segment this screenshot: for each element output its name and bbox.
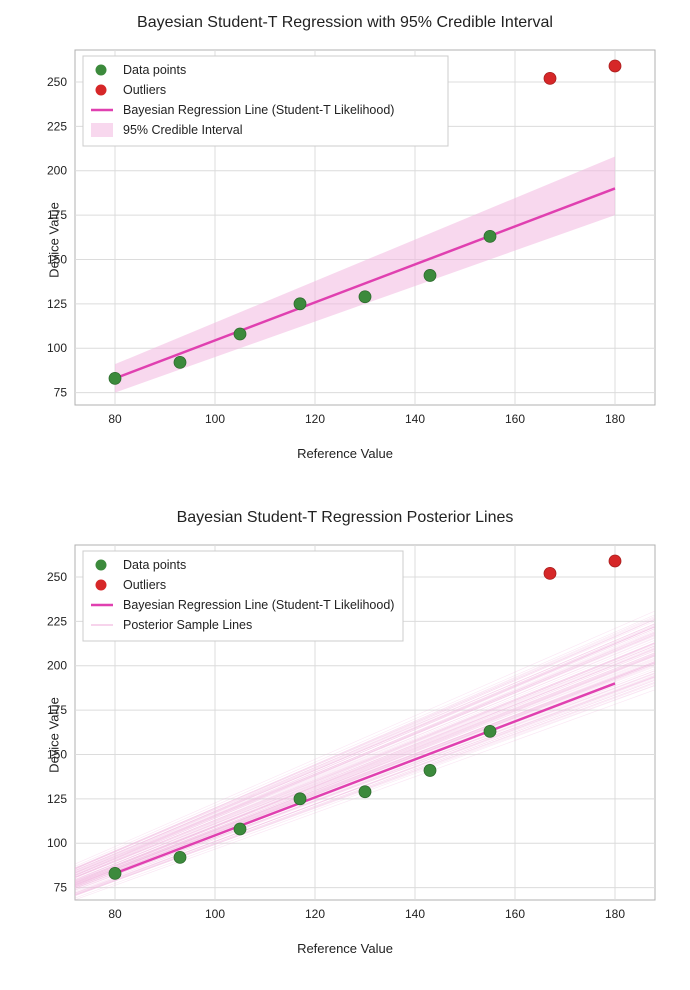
svg-text:140: 140 [405, 907, 425, 921]
svg-text:160: 160 [505, 412, 525, 426]
chart-1-xlabel: Reference Value [0, 446, 690, 461]
svg-text:Outliers: Outliers [123, 83, 166, 97]
svg-text:Data points: Data points [123, 63, 186, 77]
svg-text:225: 225 [47, 119, 67, 133]
chart-1-svg: 80 100 120 140 160 18075100125150175200225250… [20, 40, 670, 440]
svg-text:180: 180 [605, 412, 625, 426]
svg-text:100: 100 [47, 341, 67, 355]
chart-2-xlabel: Reference Value [0, 941, 690, 956]
chart-2-plot-area: Device Value 80 100 120 140 160 180 75 100 125 15… [20, 535, 670, 935]
svg-text:125: 125 [47, 297, 67, 311]
chart-block-2: Bayesian Student-T Regression Posterior … [0, 495, 690, 990]
chart-1-title: Bayesian Student-T Regression with 95% C… [0, 0, 690, 32]
chart-2-title: Bayesian Student-T Regression Posterior … [0, 495, 690, 527]
svg-text:80: 80 [108, 907, 122, 921]
svg-text:100: 100 [47, 836, 67, 850]
svg-text:95% Credible Interval: 95% Credible Interval [123, 123, 243, 137]
svg-text:200: 200 [47, 164, 67, 178]
svg-text:250: 250 [47, 570, 67, 584]
svg-text:250: 250 [47, 75, 67, 89]
svg-text:Data points: Data points [123, 558, 186, 572]
svg-text:160: 160 [505, 907, 525, 921]
svg-text:75: 75 [54, 386, 68, 400]
svg-text:75: 75 [54, 881, 68, 895]
dual-chart-page: Bayesian Student-T Regression with 95% C… [0, 0, 690, 990]
svg-text:120: 120 [305, 412, 325, 426]
chart-2-ylabel: Device Value [46, 697, 61, 773]
svg-text:100: 100 [205, 412, 225, 426]
svg-text:80: 80 [108, 412, 122, 426]
chart-2-svg: 80 100 120 140 160 18075100125150175200225250… [20, 535, 670, 935]
svg-text:100: 100 [205, 907, 225, 921]
svg-text:Bayesian Regression Line (Stud: Bayesian Regression Line (Student-T Like… [123, 598, 394, 612]
svg-text:Outliers: Outliers [123, 578, 166, 592]
svg-text:200: 200 [47, 659, 67, 673]
chart-1-plot-area: Device Value 80 100 120 140 160 180 75 100 125 15… [20, 40, 670, 440]
chart-1-ylabel: Device Value [46, 202, 61, 278]
svg-text:225: 225 [47, 614, 67, 628]
svg-text:140: 140 [405, 412, 425, 426]
svg-text:180: 180 [605, 907, 625, 921]
svg-text:Posterior Sample Lines: Posterior Sample Lines [123, 618, 252, 632]
svg-text:125: 125 [47, 792, 67, 806]
svg-text:Bayesian Regression Line (Stud: Bayesian Regression Line (Student-T Like… [123, 103, 394, 117]
chart-block-1: Bayesian Student-T Regression with 95% C… [0, 0, 690, 495]
svg-text:120: 120 [305, 907, 325, 921]
